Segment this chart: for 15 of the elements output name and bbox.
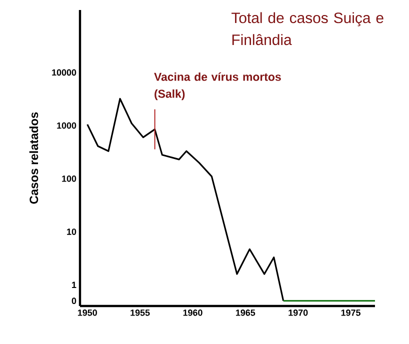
x-tick-label: 1975 — [341, 310, 360, 316]
y-tick-label: 0 — [72, 298, 76, 304]
y-tick-label: 10 — [67, 228, 76, 235]
x-tick-label: 1960 — [183, 310, 202, 316]
y-tick-label: 1000 — [57, 122, 76, 129]
y-axis-title: Casos relatados — [29, 112, 38, 204]
y-tick-label: 1 — [72, 282, 76, 288]
x-tick-label: 1970 — [288, 310, 308, 316]
x-tick-label: 1950 — [78, 310, 97, 316]
x-tick-label: 1955 — [130, 310, 150, 316]
annotation: Vacina de vírus mortos (Salk) — [154, 72, 281, 100]
y-tick-label: 100 — [62, 175, 76, 182]
text: Total de casos Suiça e Finlândia — [232, 12, 384, 46]
x-tick-label: 1965 — [236, 310, 256, 316]
y-tick-label: 10000 — [52, 69, 76, 76]
